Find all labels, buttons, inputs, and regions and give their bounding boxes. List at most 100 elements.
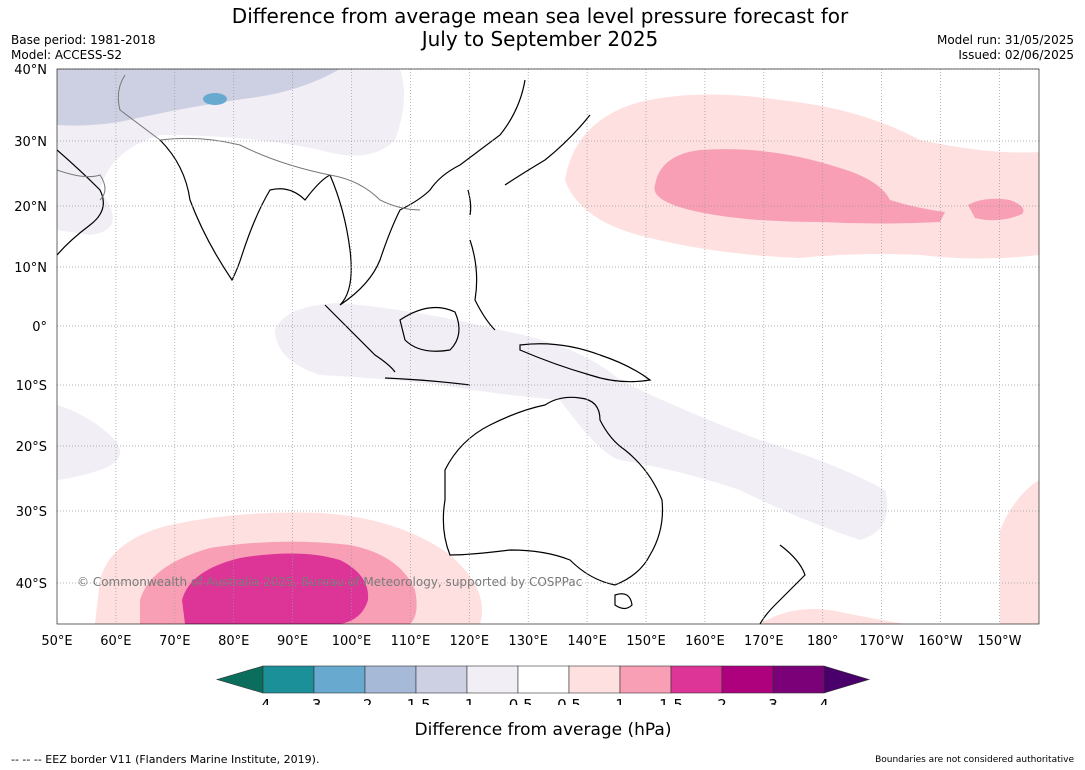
eez-note: -- -- -- EEZ border V11 (Flanders Marine…	[11, 753, 320, 766]
graticule	[57, 68, 1039, 624]
lon-label: 160°W	[918, 634, 962, 649]
colorbar-bin	[415, 665, 468, 694]
lat-label: 10°S	[16, 379, 47, 394]
border-china-sw	[329, 174, 421, 211]
anomaly-positive-southern-core	[182, 553, 369, 624]
colorbar-tick-label: 2	[717, 696, 727, 705]
colorbar-tick-label: 1	[615, 696, 625, 705]
colorbar-tick-label: -4	[256, 696, 271, 705]
coast-australia	[442, 396, 664, 586]
colorbar-tick-labels: -4 -3 -2 -1.5 -1 -0.5 0.5 1 1.5 2 3 4	[256, 696, 829, 705]
anomaly-positive-tasman	[760, 608, 905, 624]
anomaly-layer	[57, 69, 1039, 624]
colorbar-bin	[517, 665, 570, 694]
lon-label: 170°E	[744, 634, 784, 649]
coast-sumatra	[324, 304, 396, 373]
border-middle-east	[57, 169, 106, 201]
anomaly-negative-west	[57, 405, 120, 480]
lon-label: 110°E	[391, 634, 431, 649]
lon-label: 90°E	[277, 634, 308, 649]
colorbar-bin	[466, 665, 519, 694]
lat-label: 20°S	[16, 440, 47, 455]
lon-label: 120°E	[450, 634, 490, 649]
colorbar-tick-label: 4	[819, 696, 829, 705]
lon-label: 100°E	[332, 634, 372, 649]
meta-right: Model run: 31/05/2025 Issued: 02/06/2025	[937, 33, 1074, 63]
colorbar-tick-label: -1.5	[401, 696, 430, 705]
issued-date: Issued: 02/06/2025	[958, 48, 1074, 62]
anomaly-negative-asia-core	[57, 69, 340, 126]
coast-taiwan	[467, 189, 472, 216]
lat-label: 40°N	[14, 63, 47, 78]
map-border	[56, 68, 1040, 625]
colorbar-tick-label: -2	[358, 696, 373, 705]
coast-arabia-africa	[57, 149, 104, 256]
colorbar-tick-label: 0.5	[557, 696, 581, 705]
coast-se-asia	[329, 79, 526, 306]
anomaly-positive-npacific-mid	[654, 149, 945, 224]
map-title: Difference from average mean sea level p…	[230, 5, 850, 51]
lat-label: 0°	[32, 320, 47, 335]
country-borders	[57, 74, 421, 211]
colorbar-bin	[670, 665, 723, 694]
coast-india	[159, 139, 331, 282]
lat-label: 30°N	[14, 135, 47, 150]
colorbar-bin	[262, 665, 315, 694]
lon-label: 180°	[807, 634, 838, 649]
colorbar-bin	[619, 665, 672, 694]
colorbar-bin	[721, 665, 774, 694]
colorbar-bin	[568, 665, 621, 694]
forecast-map: 40°N 30°N 20°N 10°N 0° 10°S 20°S 30°S 40°S 50°E 6…	[14, 63, 1040, 705]
anomaly-negative-maritime	[275, 303, 888, 540]
colorbar-tick-label: 1.5	[659, 696, 683, 705]
colorbar-tick-label: 3	[768, 696, 778, 705]
colorbar-bin	[364, 665, 417, 694]
coast-borneo	[399, 306, 460, 352]
coast-tasmania	[614, 593, 633, 610]
boundaries-disclaimer: Boundaries are not considered authoritat…	[875, 755, 1074, 765]
title-line-1: Difference from average mean sea level p…	[231, 4, 849, 28]
colorbar-tick-label: -3	[307, 696, 322, 705]
base-period: Base period: 1981-2018	[11, 33, 156, 47]
lat-label: 10°N	[14, 261, 47, 276]
lat-label: 40°S	[16, 577, 47, 592]
lon-label: 150°W	[977, 634, 1021, 649]
copyright-text: © Commonwealth of Australia 2025, Bureau…	[77, 575, 582, 589]
lon-label: 140°E	[567, 634, 607, 649]
border-india-north	[159, 137, 331, 176]
lon-label: 160°E	[685, 634, 725, 649]
colorbar-extend-min	[215, 665, 264, 694]
colorbar-extend-max	[823, 665, 871, 694]
title-line-2: July to September 2025	[421, 27, 659, 51]
colorbar-bin	[313, 665, 366, 694]
colorbar-tick-label: -1	[460, 696, 475, 705]
coast-philippines	[469, 239, 496, 331]
lon-label: 70°E	[159, 634, 190, 649]
anomaly-positive-se-pacific	[1000, 480, 1039, 624]
model-name: Model: ACCESS-S2	[11, 48, 123, 62]
coast-japan	[504, 114, 591, 186]
lat-label: 30°S	[16, 505, 47, 520]
model-run: Model run: 31/05/2025	[936, 33, 1074, 47]
lat-label: 20°N	[14, 200, 47, 215]
anomaly-small-blue	[203, 93, 227, 105]
colorbar-label: Difference from average (hPa)	[414, 720, 672, 740]
latitude-labels: 40°N 30°N 20°N 10°N 0° 10°S 20°S 30°S 40°S	[14, 63, 47, 592]
meta-left: Base period: 1981-2018 Model: ACCESS-S2	[11, 33, 156, 63]
lon-label: 50°E	[41, 634, 72, 649]
longitude-labels: 50°E 60°E 70°E 80°E 90°E 100°E 110°E 120°E 130°E…	[41, 634, 1021, 649]
lon-label: 150°E	[626, 634, 666, 649]
lon-label: 170°W	[860, 634, 904, 649]
coast-new-guinea	[519, 343, 652, 383]
coastlines	[57, 79, 806, 624]
lon-label: 130°E	[508, 634, 548, 649]
coast-new-zealand	[759, 544, 806, 624]
colorbar-tick-label: -0.5	[503, 696, 532, 705]
colorbar-bin	[772, 665, 825, 694]
border-pakistan	[117, 74, 161, 141]
coast-java	[384, 377, 471, 386]
colorbar	[215, 665, 871, 694]
lon-label: 80°E	[218, 634, 249, 649]
lon-label: 60°E	[100, 634, 131, 649]
anomaly-positive-npacific-east	[968, 198, 1024, 221]
